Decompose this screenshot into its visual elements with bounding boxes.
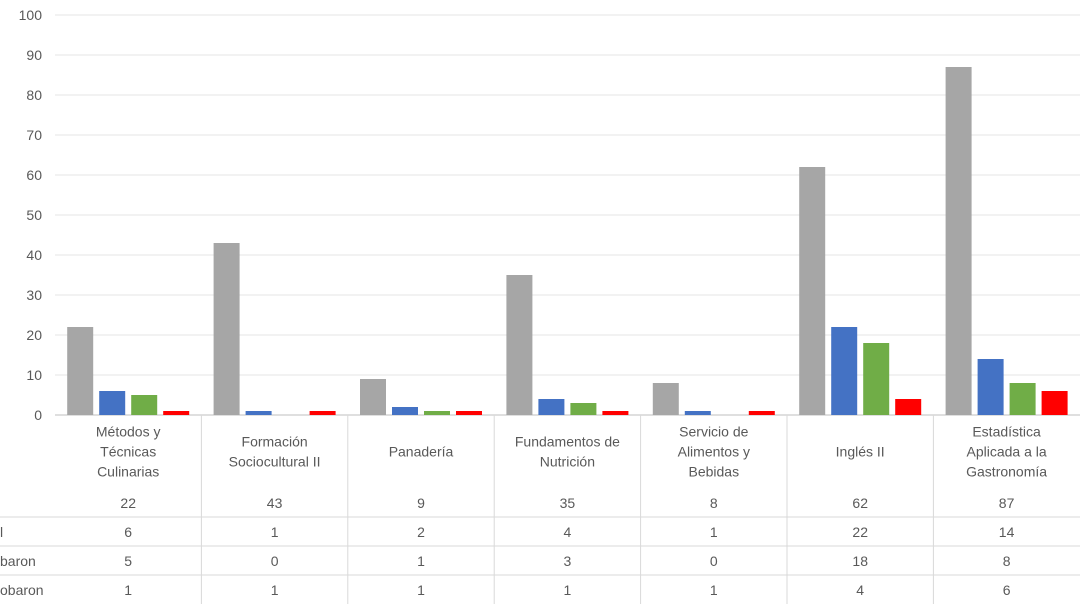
gridlines [55, 14, 1080, 416]
bar [360, 379, 386, 415]
bar [863, 343, 890, 415]
category-label: Sociocultural II [229, 454, 321, 470]
category-label: Bebidas [689, 464, 740, 480]
y-tick-label: 80 [26, 87, 42, 103]
table-cell: 22 [120, 495, 136, 511]
bar [602, 411, 629, 415]
table-cell: 1 [417, 553, 425, 569]
category-label: Técnicas [100, 444, 156, 460]
bar [163, 411, 190, 415]
bar [684, 411, 711, 415]
table-cell: 5 [124, 553, 132, 569]
category-labels: Métodos y Técnicas Culinarias Formación Soci… [96, 424, 1047, 480]
category-label: Estadística [972, 424, 1041, 440]
y-tick-label: 10 [26, 367, 42, 383]
table-cell: 4 [564, 524, 572, 540]
table-cell: 1 [124, 582, 132, 598]
table-cell: 87 [999, 495, 1015, 511]
table-cell: 6 [124, 524, 132, 540]
bar [945, 67, 972, 415]
table-cell: 22 [852, 524, 868, 540]
bar [456, 411, 482, 415]
table-cell: 3 [564, 553, 572, 569]
bar [424, 411, 450, 415]
category-label: Formación [242, 434, 308, 450]
table-cell: 35 [560, 495, 576, 511]
table-row-label: baron [0, 553, 36, 569]
bar [506, 275, 533, 415]
bar [799, 167, 826, 415]
bar [309, 411, 336, 415]
table-cell: 6 [1003, 582, 1011, 598]
bar [895, 399, 922, 415]
table-cell: 1 [417, 582, 425, 598]
bar [245, 411, 272, 415]
category-label: Alimentos y [678, 444, 750, 460]
bar [131, 395, 158, 415]
table-row-label: obaron [0, 582, 44, 598]
category-label: Inglés II [836, 444, 885, 460]
bars [67, 67, 1068, 415]
category-label: Culinarias [97, 464, 159, 480]
table-cell: 18 [852, 553, 868, 569]
y-axis-ticks: 0 10 20 30 40 50 60 70 80 90 100 [19, 7, 43, 423]
table-cell: 0 [710, 553, 718, 569]
table-cell: 14 [999, 524, 1015, 540]
bar [99, 391, 126, 415]
table-cell: 43 [267, 495, 283, 511]
bar [1041, 391, 1068, 415]
table-cell: 8 [710, 495, 718, 511]
table-cell: 1 [710, 524, 718, 540]
table-cell: 0 [271, 553, 279, 569]
bar [652, 383, 679, 415]
category-label: Nutrición [540, 454, 595, 470]
category-label: Fundamentos de [515, 434, 620, 450]
bar [977, 359, 1004, 415]
bar [748, 411, 775, 415]
bar [1009, 383, 1036, 415]
bar [831, 327, 858, 415]
table-cell: 8 [1003, 553, 1011, 569]
table-cell: 62 [852, 495, 868, 511]
table-cell: 1 [271, 524, 279, 540]
y-tick-label: 50 [26, 207, 42, 223]
y-tick-label: 30 [26, 287, 42, 303]
category-label: Panadería [389, 444, 454, 460]
table-cell: 1 [271, 582, 279, 598]
y-tick-label: 100 [19, 7, 43, 23]
table-cell: 9 [417, 495, 425, 511]
bar [538, 399, 565, 415]
bar [392, 407, 418, 415]
table-cell: 1 [564, 582, 572, 598]
category-label: Gastronomía [966, 464, 1047, 480]
y-tick-label: 0 [34, 407, 42, 423]
bar [67, 327, 94, 415]
category-label: Métodos y [96, 424, 161, 440]
y-tick-label: 20 [26, 327, 42, 343]
bar [570, 403, 597, 415]
category-label: Servicio de [679, 424, 748, 440]
bar [213, 243, 240, 415]
table-cell: 1 [710, 582, 718, 598]
y-tick-label: 90 [26, 47, 42, 63]
category-label: Aplicada a la [967, 444, 1047, 460]
table-cell: 4 [856, 582, 864, 598]
table-row-label: l [0, 524, 3, 540]
table-cell: 2 [417, 524, 425, 540]
y-tick-label: 40 [26, 247, 42, 263]
y-tick-label: 60 [26, 167, 42, 183]
y-tick-label: 70 [26, 127, 42, 143]
